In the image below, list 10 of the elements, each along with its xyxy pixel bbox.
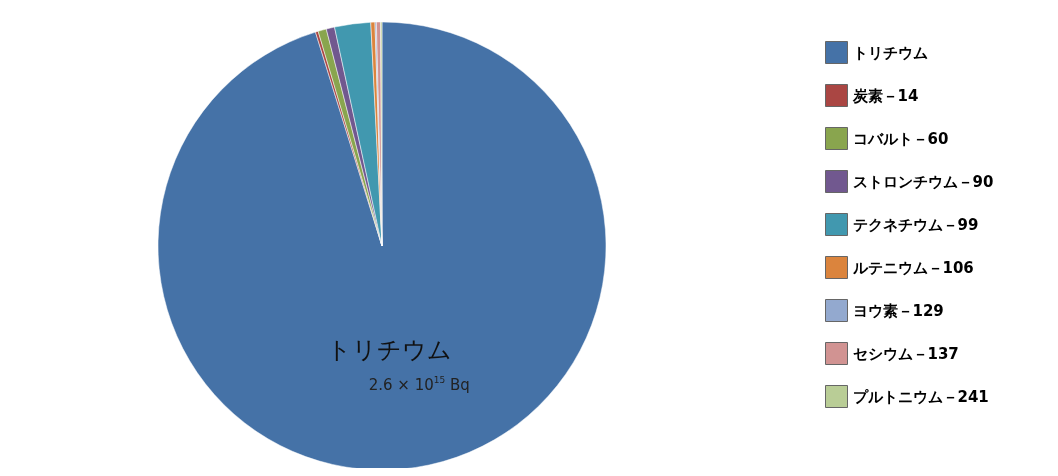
legend-label: テクネチウム－99 (852, 215, 979, 234)
legend-label: トリチウム (852, 43, 928, 62)
slice-label: トリチウム (326, 336, 452, 365)
legend-label: ルテニウム－106 (851, 258, 974, 277)
legend-label: プルトニウム－241 (852, 387, 989, 406)
legend-label: ヨウ素－129 (852, 301, 944, 320)
legend-label: セシウム－137 (852, 344, 959, 363)
legend-label: コバルト－60 (852, 129, 949, 148)
legend-label: 炭素－14 (851, 86, 919, 105)
legend-label: ストロンチウム－90 (852, 172, 994, 191)
